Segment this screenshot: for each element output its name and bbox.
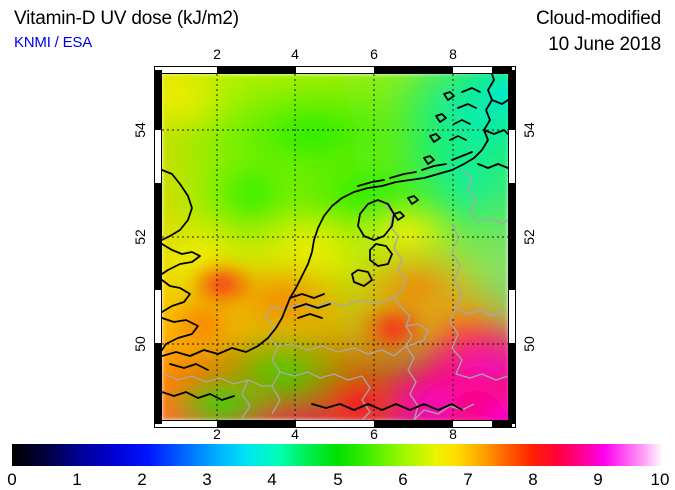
lon-tick-top-2: 2 [213,46,221,62]
lon-tick-top-6: 6 [370,46,378,62]
colorbar-tick-5: 5 [333,470,343,489]
colorbar-tick-8: 8 [528,470,538,489]
map-plot-area: 2 4 6 8 2 4 6 8 54 52 50 54 52 50 [132,46,537,442]
colorbar-tick-4: 4 [267,470,277,489]
figure-agency-label: KNMI / ESA [14,34,93,51]
map-raster [162,74,508,420]
lon-tick-bottom-6: 6 [370,426,378,442]
lat-tick-right-52: 52 [521,229,537,245]
lat-tick-left-52: 52 [132,229,148,245]
lat-tick-left-50: 50 [132,336,148,352]
colorbar-tick-6: 6 [398,470,408,489]
lon-tick-bottom-4: 4 [291,426,299,442]
colorbar-tick-2: 2 [137,470,147,489]
colorbar-tick-9: 9 [593,470,603,489]
colorbar-tick-10: 10 [650,470,670,489]
lon-tick-bottom-8: 8 [449,426,457,442]
colorbar-tick-1: 1 [72,470,82,489]
lon-tick-top-8: 8 [449,46,457,62]
lat-tick-left-54: 54 [132,122,148,138]
lon-tick-top-4: 4 [291,46,299,62]
lat-tick-right-54: 54 [521,122,537,138]
axis-bar-right [508,70,515,424]
axis-bar-left [155,70,162,424]
figure-mode-label: Cloud-modified [536,8,661,29]
uv-dose-raster-svg [162,74,508,420]
figure-title: Vitamin-D UV dose (kJ/m2) [14,8,239,29]
colorbar-tick-3: 3 [202,470,212,489]
figure-date-label: 10 June 2018 [548,34,661,55]
axis-bar-top [158,67,512,74]
lon-tick-bottom-2: 2 [213,426,221,442]
colorbar: 0 1 2 3 4 5 6 7 8 9 10 [7,444,669,489]
colorbar-tick-0: 0 [7,470,17,489]
lat-tick-right-50: 50 [521,336,537,352]
axis-bar-bottom [158,420,512,427]
colorbar-gradient [12,444,663,466]
colorbar-tick-7: 7 [463,470,473,489]
